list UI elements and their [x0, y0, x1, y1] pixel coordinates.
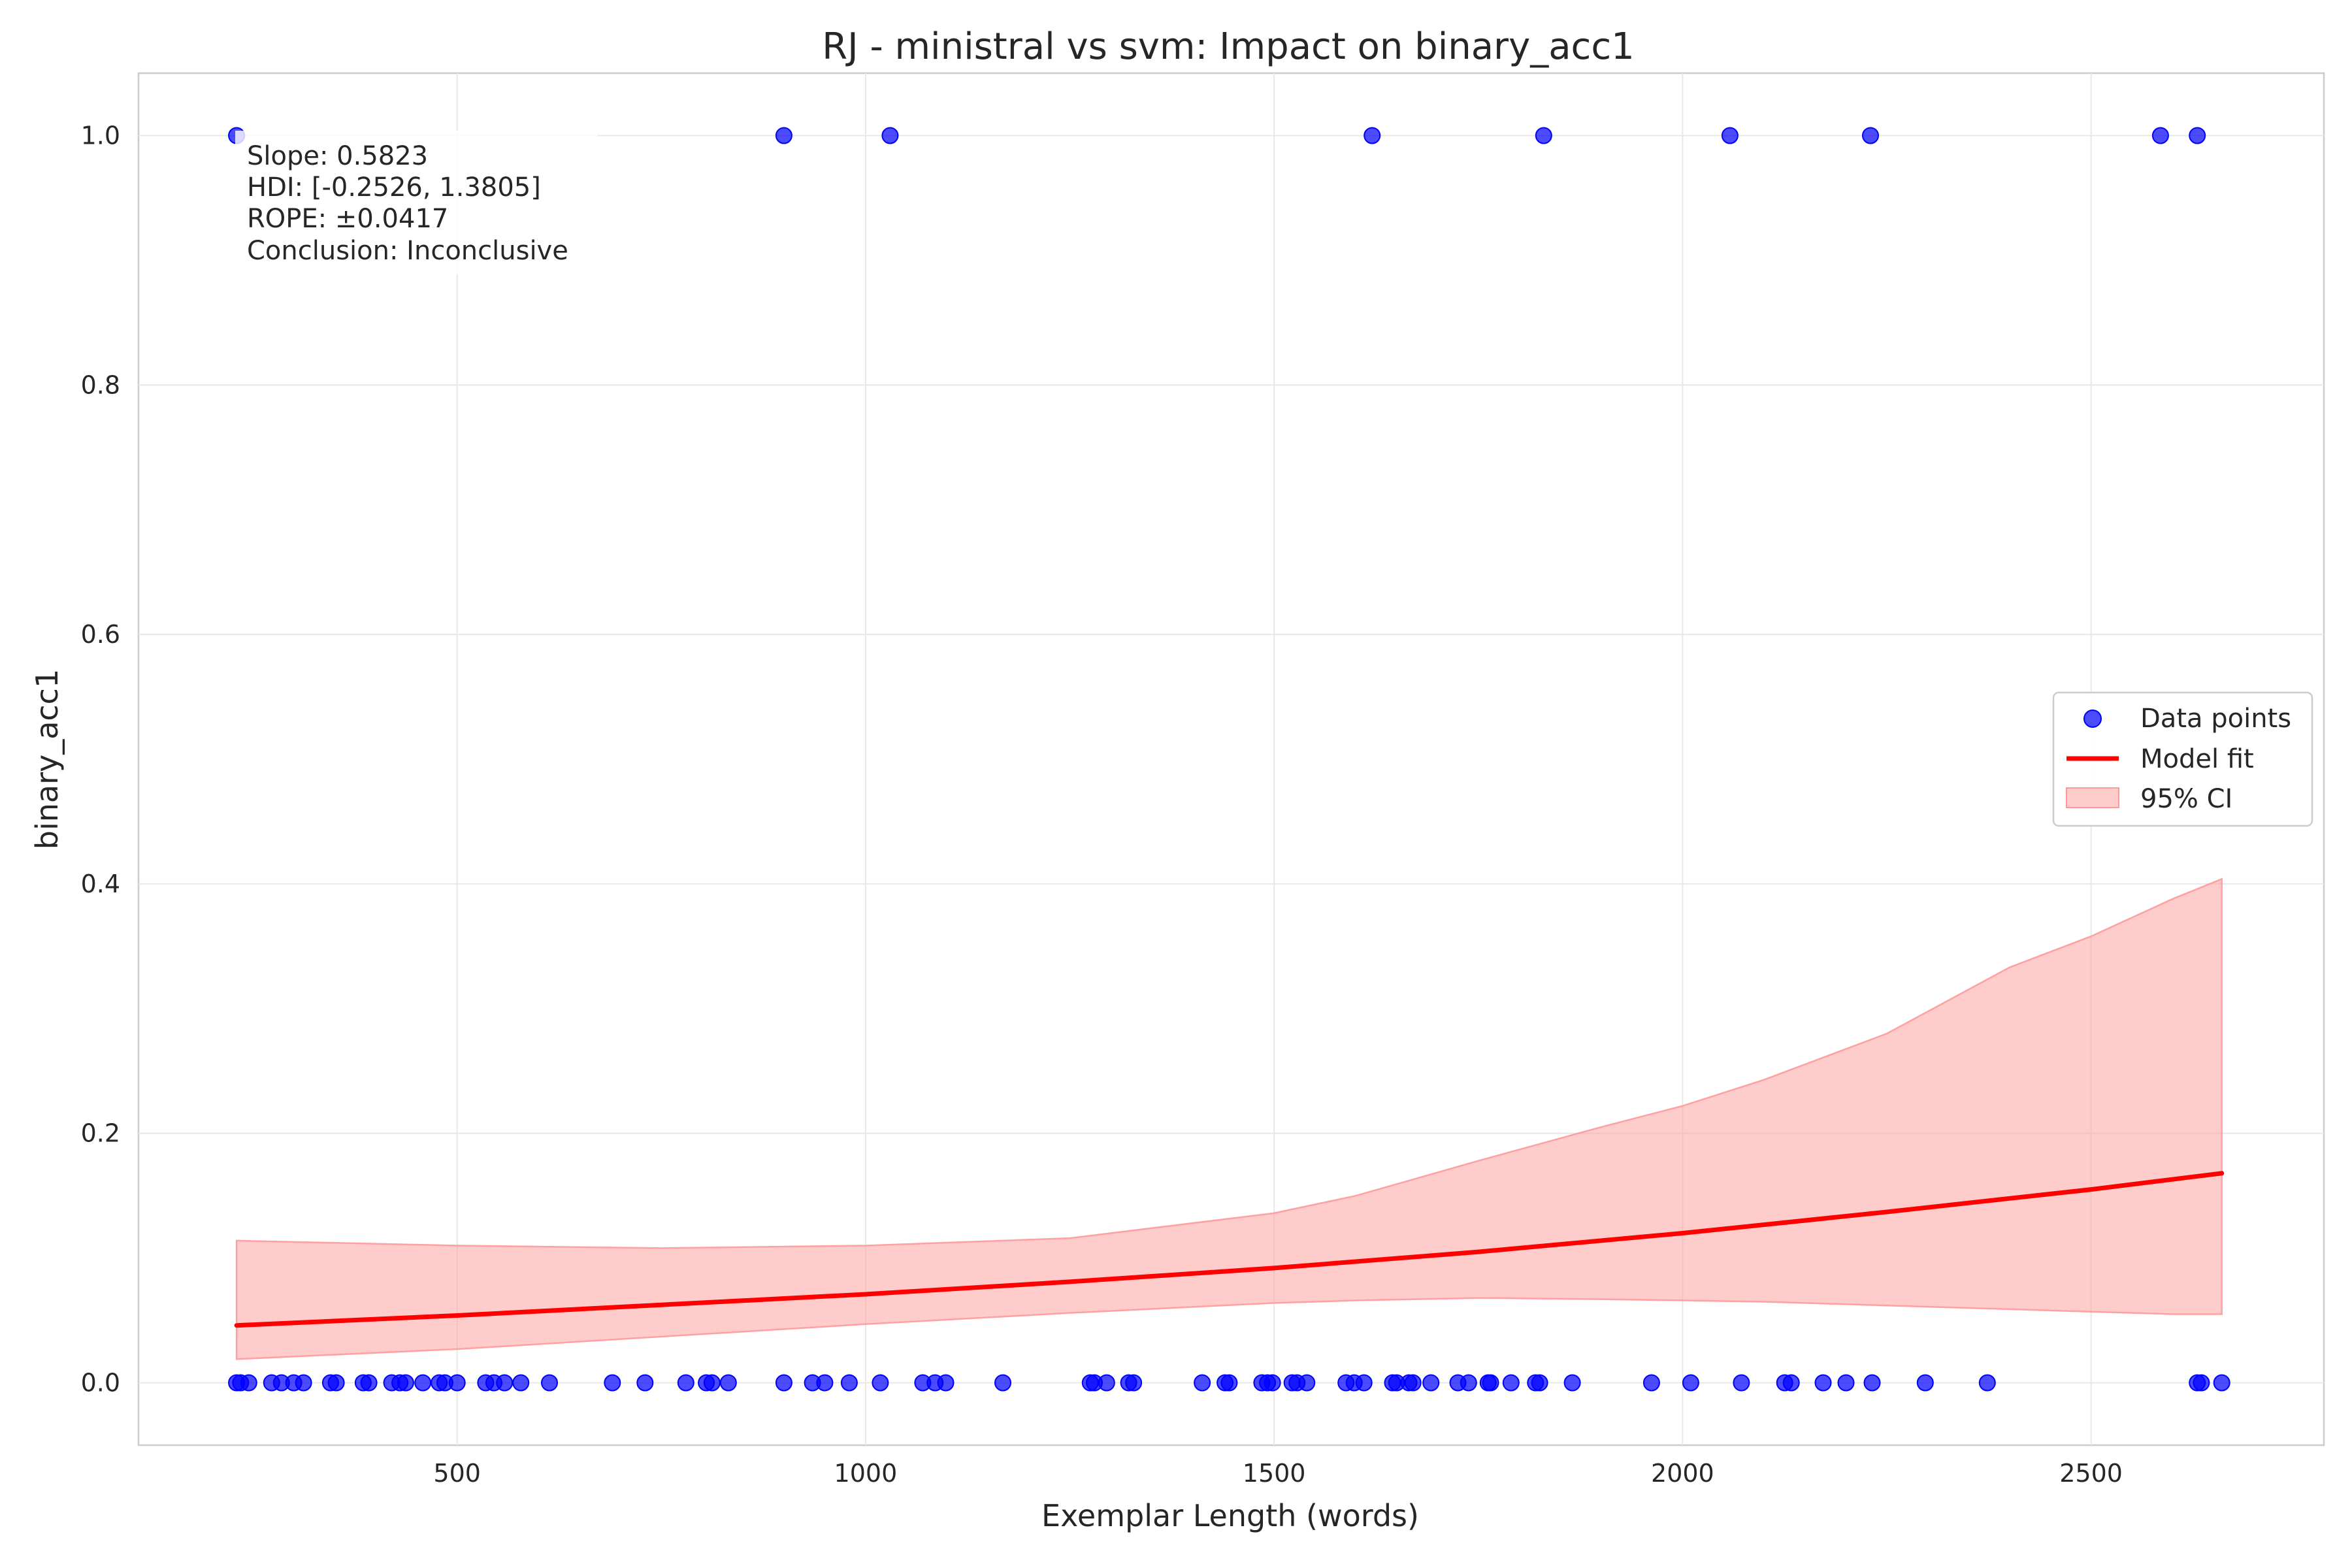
data-point: [775, 1374, 792, 1392]
data-points: [228, 127, 2230, 1392]
legend-label-ci: 95% CI: [2140, 784, 2232, 814]
data-point: [719, 1374, 737, 1392]
data-point: [1978, 1374, 1996, 1392]
data-point: [703, 1374, 721, 1392]
data-point: [1482, 1374, 1499, 1392]
data-point: [414, 1374, 432, 1392]
stats-annotation: Slope: 0.5823 HDI: [-0.2526, 1.3805] ROP…: [235, 131, 598, 274]
data-point: [1220, 1374, 1238, 1392]
data-point: [448, 1374, 466, 1392]
legend-marker-ci: [2066, 787, 2119, 808]
data-point: [1682, 1374, 1699, 1392]
annotation-box: [235, 131, 598, 274]
x-axis-ticks: 500 1000 1500 2000 2500: [433, 1459, 2123, 1488]
data-point: [541, 1374, 558, 1392]
legend: Data points Model fit 95% CI: [2052, 691, 2313, 827]
data-point: [1098, 1374, 1115, 1392]
ci-band: [235, 877, 2223, 1360]
y-axis-label: binary_acc1: [29, 669, 65, 850]
data-point: [496, 1374, 514, 1392]
legend-marker-points: [2083, 710, 2102, 728]
data-point: [1837, 1374, 1855, 1392]
data-point: [1531, 1374, 1548, 1392]
data-point: [397, 1374, 414, 1392]
y-tick-label: 1.0: [81, 121, 120, 150]
legend-label-points: Data points: [2140, 704, 2291, 734]
data-point: [2193, 1374, 2210, 1392]
data-point: [2213, 1374, 2230, 1392]
legend-label-fit: Model fit: [2140, 744, 2254, 774]
data-point: [1535, 127, 1552, 144]
annotation-conclusion: Conclusion: Inconclusive: [247, 236, 568, 266]
data-point: [604, 1374, 621, 1392]
data-point: [1422, 1374, 1440, 1392]
y-tick-label: 0.4: [81, 870, 120, 898]
data-point: [240, 1374, 257, 1392]
data-point: [1642, 1374, 1660, 1392]
data-point: [1863, 1374, 1881, 1392]
annotation-slope: Slope: 0.5823: [247, 141, 428, 171]
data-point: [1721, 127, 1739, 144]
data-point: [872, 1374, 889, 1392]
data-point: [816, 1374, 834, 1392]
x-axis-label: Exemplar Length (words): [1041, 1498, 1419, 1533]
data-point: [1782, 1374, 1800, 1392]
data-point: [840, 1374, 858, 1392]
data-point: [881, 127, 899, 144]
y-tick-label: 0.6: [81, 620, 120, 649]
annotation-rope: ROPE: ±0.0417: [247, 204, 448, 234]
chart-title: RJ - ministral vs svm: Impact on binary_…: [822, 25, 1635, 68]
annotation-hdi: HDI: [-0.2526, 1.3805]: [247, 172, 541, 203]
data-point: [1355, 1374, 1373, 1392]
data-point: [1563, 1374, 1581, 1392]
x-tick-label: 1000: [834, 1459, 898, 1488]
data-point: [512, 1374, 530, 1392]
data-point: [1404, 1374, 1422, 1392]
data-point: [1502, 1374, 1520, 1392]
x-tick-label: 500: [433, 1459, 481, 1488]
y-tick-label: 0.2: [81, 1119, 120, 1148]
data-point: [360, 1374, 378, 1392]
data-point: [1264, 1374, 1281, 1392]
data-point: [636, 1374, 654, 1392]
y-tick-label: 0.8: [81, 370, 120, 399]
data-point: [1916, 1374, 1934, 1392]
x-tick-label: 1500: [1243, 1459, 1306, 1488]
data-point: [1460, 1374, 1477, 1392]
x-tick-label: 2500: [2059, 1459, 2123, 1488]
data-point: [1862, 127, 1879, 144]
data-point: [937, 1374, 955, 1392]
data-point: [327, 1374, 345, 1392]
data-point: [1298, 1374, 1316, 1392]
data-point: [1125, 1374, 1143, 1392]
model-fit-line: [234, 1171, 2225, 1328]
y-tick-label: 0.0: [81, 1369, 120, 1397]
data-point: [775, 127, 792, 144]
x-tick-label: 2000: [1651, 1459, 1714, 1488]
data-point: [1194, 1374, 1211, 1392]
data-point: [295, 1374, 312, 1392]
data-point: [994, 1374, 1011, 1392]
data-point: [2151, 127, 2169, 144]
data-point: [1814, 1374, 1832, 1392]
y-axis-ticks: 0.0 0.2 0.4 0.6 0.8 1.0: [81, 121, 120, 1397]
data-point: [677, 1374, 694, 1392]
data-point: [1733, 1374, 1750, 1392]
data-point: [2189, 127, 2206, 144]
data-point: [1364, 127, 1381, 144]
